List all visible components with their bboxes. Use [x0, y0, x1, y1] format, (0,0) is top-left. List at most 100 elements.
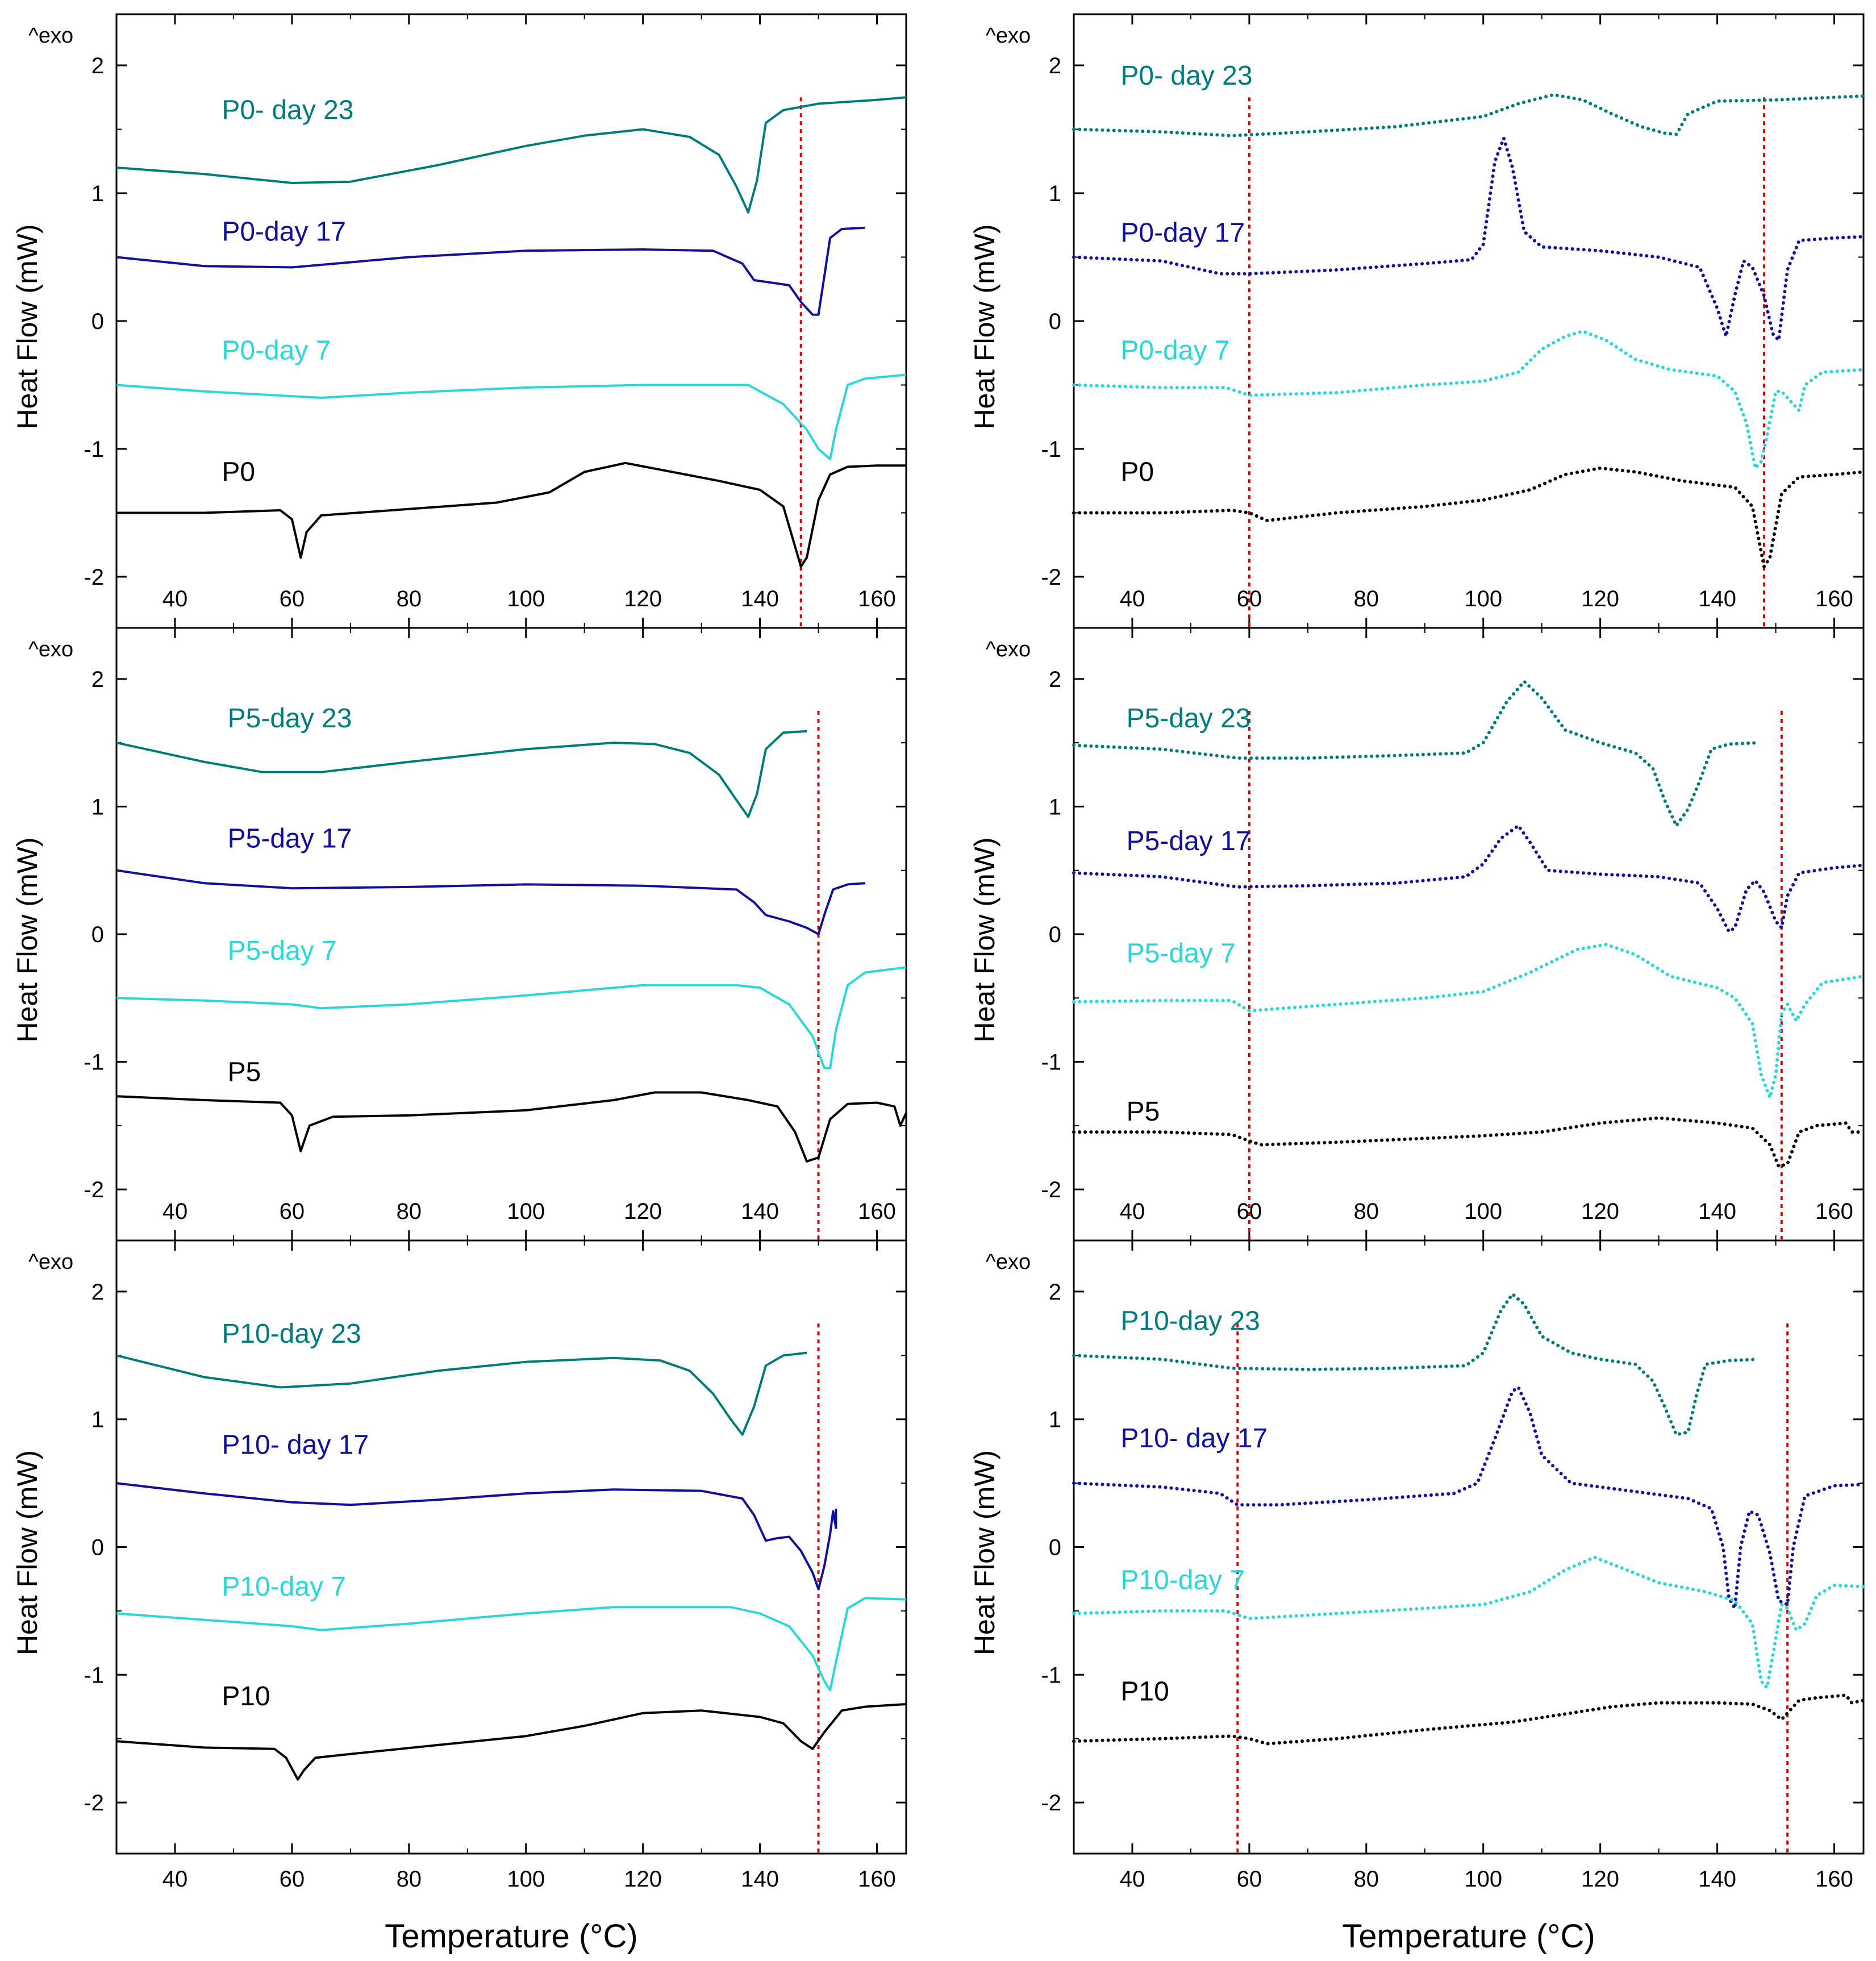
panel-P5-second: -2 -1 0 1 2 40 60 80 100 120 140 160 ^exo Heat Flow (…: [969, 627, 1865, 1242]
series-label: P10-day 23: [222, 1319, 361, 1349]
y-tick-label: 1: [91, 794, 104, 819]
series-line-day17: [116, 869, 866, 935]
y-tick-label: -1: [1041, 437, 1061, 462]
y-tick-label: -2: [1041, 565, 1061, 590]
y-tick-label: 2: [91, 1280, 104, 1305]
y-axis-label: Heat Flow (mW): [969, 224, 1000, 429]
y-tick-label: -1: [84, 1050, 104, 1075]
series-line-day23: [116, 730, 807, 818]
y-tick-label: 1: [1049, 181, 1061, 206]
series-label: P0- day 23: [222, 95, 353, 126]
exo-label: ^exo: [986, 638, 1031, 661]
series-label: P0-day 17: [1120, 218, 1245, 248]
series-label: P5-day 23: [1127, 703, 1251, 734]
series-line-day0: [1072, 466, 1865, 568]
x-tick-label: 120: [1581, 1867, 1619, 1892]
y-tick-label: -1: [1041, 1050, 1061, 1075]
y-tick-label: -2: [1041, 1177, 1061, 1202]
x-tick-label: 120: [624, 586, 662, 611]
x-tick-label: 160: [858, 586, 896, 611]
x-tick-label: 120: [1581, 586, 1619, 611]
x-tick-label: 160: [1815, 586, 1853, 611]
y-tick-label: 0: [1049, 1535, 1061, 1560]
y-tick-label: 1: [1049, 1408, 1061, 1433]
y-tick-label: 1: [1049, 794, 1061, 819]
series-label: P10: [222, 1681, 270, 1712]
series-line-day23: [116, 96, 907, 214]
panel-P10-second: -2 -1 0 1 2 40 60 80 100 120 140 160 ^exo Heat Flow (…: [969, 1239, 1865, 1955]
series-line-day17: [1072, 1385, 1865, 1610]
series-line-day7: [1072, 1555, 1865, 1689]
series-line-day0: [1072, 1116, 1865, 1168]
x-tick-label: 140: [741, 1199, 779, 1224]
x-tick-label: 160: [1815, 1199, 1853, 1224]
series-line-day23: [1072, 1292, 1760, 1437]
exo-label: ^exo: [986, 1250, 1031, 1274]
series-label: P5: [1127, 1097, 1160, 1127]
series-line-day0: [116, 1091, 907, 1163]
x-axis-label: Temperature (°C): [385, 1918, 637, 1955]
series-label: P10-day 23: [1120, 1306, 1260, 1336]
x-tick-label: 80: [1354, 586, 1379, 611]
exo-label: ^exo: [28, 638, 73, 661]
series-label: P0-day 7: [1120, 336, 1229, 366]
y-axis-label: Heat Flow (mW): [969, 837, 1000, 1042]
x-tick-label: 120: [1581, 1199, 1619, 1224]
y-tick-label: 0: [1049, 309, 1061, 334]
x-tick-label: 40: [162, 1867, 188, 1892]
y-tick-label: -1: [84, 1663, 104, 1688]
x-tick-label: 80: [1354, 1199, 1379, 1224]
x-tick-label: 40: [1120, 1867, 1145, 1892]
y-tick-label: 1: [91, 181, 104, 206]
y-axis-label: Heat Flow (mW): [11, 1450, 43, 1655]
y-tick-label: 0: [91, 309, 104, 334]
x-tick-label: 60: [1237, 1199, 1262, 1224]
x-axis-label: Temperature (°C): [1342, 1918, 1595, 1955]
series-label: P5-day 17: [228, 823, 352, 853]
x-tick-label: 100: [507, 586, 545, 611]
x-tick-label: 40: [1120, 1199, 1145, 1224]
x-tick-label: 60: [1237, 1867, 1262, 1892]
exo-label: ^exo: [986, 24, 1031, 48]
x-tick-label: 40: [162, 1199, 188, 1224]
series-label: P5-day 17: [1127, 826, 1251, 856]
x-tick-label: 160: [1815, 1867, 1853, 1892]
series-line-day0: [116, 1703, 907, 1781]
x-tick-label: 100: [1464, 1867, 1502, 1892]
panel-P5-first: -2 -1 0 1 2 40 60 80 100 120 140 160 ^exo Heat Flow (…: [11, 627, 907, 1242]
x-tick-label: 140: [1698, 586, 1736, 611]
plot-frame: [1073, 13, 1865, 629]
series-label: P10-day 7: [1120, 1566, 1245, 1596]
x-tick-label: 80: [397, 586, 422, 611]
series-line-day17: [1072, 136, 1865, 342]
y-tick-label: 2: [1049, 53, 1061, 78]
series-label: P5-day 7: [1127, 938, 1236, 968]
y-axis-label: Heat Flow (mW): [11, 224, 43, 429]
y-tick-label: -2: [84, 1791, 104, 1816]
series-label: P0-day 17: [222, 216, 346, 247]
y-tick-label: 2: [91, 53, 104, 78]
y-axis-label: Heat Flow (mW): [11, 837, 43, 1042]
series-line-day17: [116, 1482, 837, 1591]
x-tick-label: 40: [162, 586, 188, 611]
x-tick-label: 140: [741, 586, 779, 611]
series-line-day23: [1072, 680, 1760, 828]
y-tick-label: -2: [1041, 1791, 1061, 1816]
series-label: P0: [222, 457, 255, 487]
series-label: P10-day 7: [222, 1572, 346, 1602]
y-tick-label: 0: [91, 922, 104, 947]
x-tick-label: 60: [280, 1867, 305, 1892]
x-tick-label: 40: [1120, 586, 1145, 611]
series-line-day7: [1072, 330, 1865, 470]
series-label: P5-day 7: [228, 936, 337, 966]
panel-P0-first: -2 -1 0 1 2 40 60 80 100 120 140 160 ^exo Heat Flow (…: [11, 13, 907, 629]
x-tick-label: 100: [507, 1199, 545, 1224]
y-tick-label: 1: [91, 1408, 104, 1433]
series-line-day7: [1072, 943, 1865, 1100]
y-tick-label: -2: [84, 565, 104, 590]
exo-label: ^exo: [28, 24, 73, 48]
y-tick-label: -1: [1041, 1663, 1061, 1688]
y-tick-label: 2: [91, 667, 104, 692]
exo-label: ^exo: [28, 1250, 73, 1274]
